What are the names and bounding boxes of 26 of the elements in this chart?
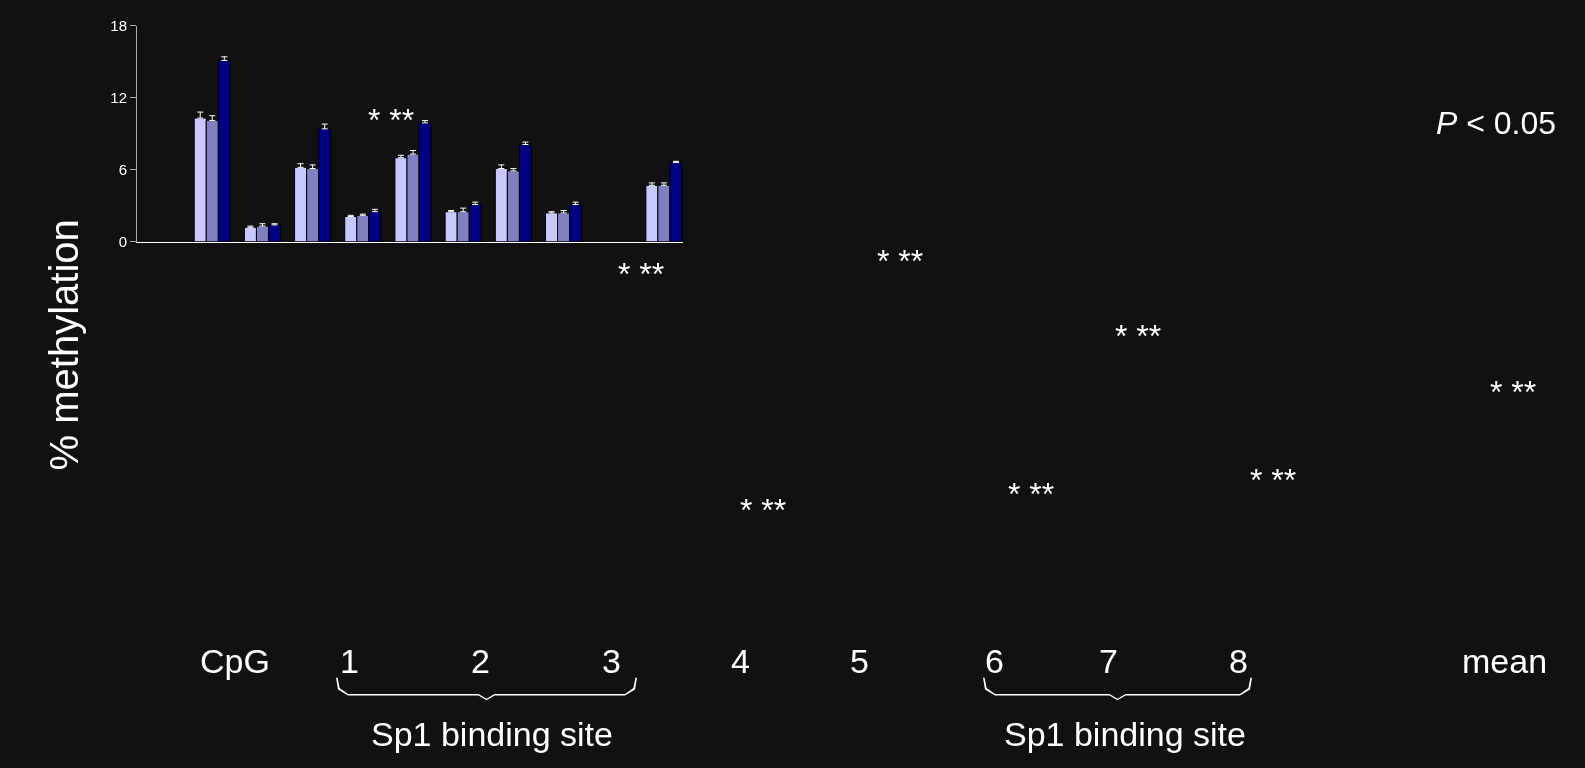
text: Sp1 binding site	[1004, 715, 1246, 753]
text: * **	[1490, 374, 1537, 410]
text: P < 0.05	[1436, 105, 1557, 141]
text: mean	[1462, 642, 1548, 680]
y-tick-label: 18	[110, 16, 127, 34]
text: 8	[1229, 642, 1248, 680]
text: * **	[740, 492, 787, 528]
text: 5	[850, 642, 869, 680]
y-axis-title: % methylation	[41, 219, 86, 471]
y-tick-label: 6	[118, 160, 127, 178]
text: * **	[618, 256, 665, 292]
text: CpG	[200, 642, 270, 680]
text: 2	[471, 642, 490, 680]
y-tick-label: 0	[118, 232, 127, 250]
text: * **	[1115, 318, 1162, 354]
text: 7	[1099, 642, 1118, 680]
text: 6	[985, 642, 1004, 680]
text: * **	[1250, 462, 1297, 498]
text: * **	[877, 243, 924, 279]
text: * **	[1008, 476, 1055, 512]
text: 1	[340, 642, 359, 680]
annotation: * **	[368, 102, 415, 138]
y-tick-label: 12	[110, 88, 127, 106]
text: Sp1 binding site	[371, 715, 613, 753]
text: 4	[731, 642, 750, 680]
text: 3	[602, 642, 621, 680]
